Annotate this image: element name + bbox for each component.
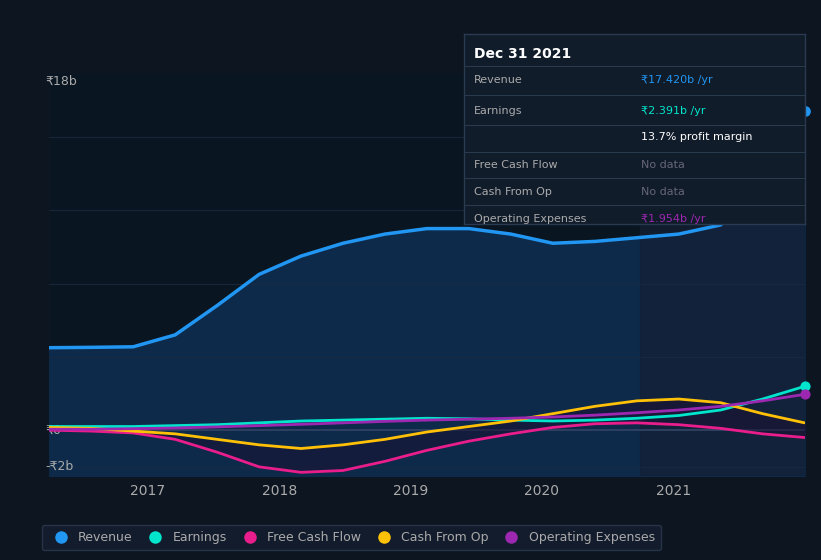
Point <box>798 106 811 115</box>
Text: Cash From Op: Cash From Op <box>474 186 552 197</box>
Text: ₹1.954b /yr: ₹1.954b /yr <box>641 214 705 224</box>
Text: Dec 31 2021: Dec 31 2021 <box>474 47 571 61</box>
Text: ₹18b: ₹18b <box>45 75 77 88</box>
Text: ₹0: ₹0 <box>45 424 62 437</box>
Text: No data: No data <box>641 186 685 197</box>
Text: 13.7% profit margin: 13.7% profit margin <box>641 132 753 142</box>
Text: Free Cash Flow: Free Cash Flow <box>474 160 557 170</box>
Bar <box>640 73 805 476</box>
Text: -₹2b: -₹2b <box>45 460 74 473</box>
Text: ₹17.420b /yr: ₹17.420b /yr <box>641 75 713 85</box>
Text: Operating Expenses: Operating Expenses <box>474 214 586 224</box>
Text: ₹2.391b /yr: ₹2.391b /yr <box>641 106 705 116</box>
Text: No data: No data <box>641 160 685 170</box>
Point <box>798 390 811 399</box>
Point <box>798 382 811 391</box>
Text: Earnings: Earnings <box>474 106 523 116</box>
Legend: Revenue, Earnings, Free Cash Flow, Cash From Op, Operating Expenses: Revenue, Earnings, Free Cash Flow, Cash … <box>42 525 661 550</box>
Text: Revenue: Revenue <box>474 75 523 85</box>
